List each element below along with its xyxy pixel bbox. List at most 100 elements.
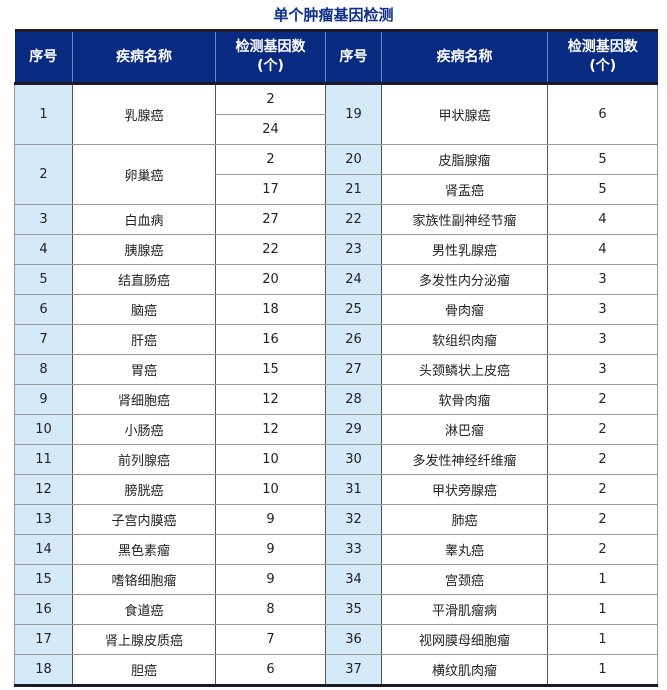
gene-count: 6 xyxy=(215,654,326,686)
table-row: 8 胃癌 15 27 头颈鳞状上皮癌 3 xyxy=(14,354,658,385)
row-index: 27 xyxy=(325,354,382,385)
gene-count: 4 xyxy=(547,234,658,265)
row-index: 9 xyxy=(14,384,73,415)
row-index: 20 xyxy=(325,144,382,175)
disease-name: 胆癌 xyxy=(72,654,216,686)
header-gene-count: 检测基因数 (个) xyxy=(215,30,326,85)
table-row: 14 黑色素瘤 9 33 睾丸癌 2 xyxy=(14,534,658,565)
row-index: 29 xyxy=(325,414,382,445)
disease-name: 肾上腺皮质癌 xyxy=(72,624,216,655)
gene-count: 1 xyxy=(547,654,658,686)
row-index: 11 xyxy=(14,444,73,475)
gene-test-table: 序号 疾病名称 检测基因数 (个) 序号 疾病名称 检测基因数 (个) 1 乳腺癌… xyxy=(14,29,658,687)
header-gene-count: 检测基因数 (个) xyxy=(547,30,658,85)
row-index: 3 xyxy=(14,204,73,235)
gene-count: 20 xyxy=(215,264,326,295)
header-index: 序号 xyxy=(325,30,382,85)
disease-name: 软组织肉瘤 xyxy=(381,324,548,355)
disease-name: 皮脂腺瘤 xyxy=(381,144,548,175)
gene-count: 1 xyxy=(547,594,658,625)
gene-count: 4 xyxy=(547,204,658,235)
gene-count: 16 xyxy=(215,324,326,355)
disease-name: 胃癌 xyxy=(72,354,216,385)
disease-name: 平滑肌瘤病 xyxy=(381,594,548,625)
gene-count: 1 xyxy=(547,624,658,655)
gene-count: 5 xyxy=(547,174,658,205)
row-index: 34 xyxy=(325,564,382,595)
row-index: 31 xyxy=(325,474,382,505)
table-row: 5 结直肠癌 20 24 多发性内分泌瘤 3 xyxy=(14,264,658,295)
disease-name: 家族性副神经节瘤 xyxy=(381,204,548,235)
row-index: 33 xyxy=(325,534,382,565)
row-index: 25 xyxy=(325,294,382,325)
row-index: 17 xyxy=(14,624,73,655)
gene-count: 2 xyxy=(547,504,658,535)
row-index: 23 xyxy=(325,234,382,265)
table-row: 7 肝癌 16 26 软组织肉瘤 3 xyxy=(14,324,658,355)
row-index: 5 xyxy=(14,264,73,295)
gene-count: 2 xyxy=(547,474,658,505)
disease-name: 肾细胞癌 xyxy=(72,384,216,415)
row-index: 2 xyxy=(14,144,73,205)
header-row: 序号 疾病名称 检测基因数 (个) 序号 疾病名称 检测基因数 (个) xyxy=(14,30,658,85)
table-row: 1 乳腺癌 2 19 甲状腺癌 6 xyxy=(14,83,658,145)
disease-name: 乳腺癌 xyxy=(72,83,216,145)
gene-count: 2 xyxy=(215,83,326,115)
disease-name: 前列腺癌 xyxy=(72,444,216,475)
row-index: 18 xyxy=(14,654,73,686)
disease-name: 肝癌 xyxy=(72,324,216,355)
disease-name: 食道癌 xyxy=(72,594,216,625)
disease-name: 多发性内分泌瘤 xyxy=(381,264,548,295)
gene-count: 17 xyxy=(215,174,326,205)
row-index: 1 xyxy=(14,83,73,145)
gene-count: 12 xyxy=(215,414,326,445)
gene-count: 3 xyxy=(547,324,658,355)
gene-count: 2 xyxy=(547,444,658,475)
disease-name: 小肠癌 xyxy=(72,414,216,445)
row-index: 6 xyxy=(14,294,73,325)
disease-name: 嗜铬细胞瘤 xyxy=(72,564,216,595)
row-index: 13 xyxy=(14,504,73,535)
disease-name: 肾盂癌 xyxy=(381,174,548,205)
disease-name: 横纹肌肉瘤 xyxy=(381,654,548,686)
gene-count: 22 xyxy=(215,234,326,265)
gene-count: 8 xyxy=(215,594,326,625)
row-index: 8 xyxy=(14,354,73,385)
gene-count: 9 xyxy=(215,504,326,535)
disease-name: 多发性神经纤维瘤 xyxy=(381,444,548,475)
table-row: 18 胆癌 6 37 横纹肌肉瘤 1 xyxy=(14,654,658,686)
disease-name: 甲状腺癌 xyxy=(381,83,548,145)
gene-count: 10 xyxy=(215,444,326,475)
gene-count: 3 xyxy=(547,264,658,295)
row-index: 36 xyxy=(325,624,382,655)
row-index: 35 xyxy=(325,594,382,625)
gene-count: 3 xyxy=(547,294,658,325)
table-row: 17 21 肾盂癌 5 xyxy=(15,174,658,205)
gene-count: 2 xyxy=(547,414,658,445)
gene-count: 2 xyxy=(547,384,658,415)
header-disease: 疾病名称 xyxy=(72,30,216,85)
gene-count: 10 xyxy=(215,474,326,505)
row-index: 4 xyxy=(14,234,73,265)
disease-name: 膀胱癌 xyxy=(72,474,216,505)
disease-name: 男性乳腺癌 xyxy=(381,234,548,265)
gene-count: 3 xyxy=(547,354,658,385)
header-disease: 疾病名称 xyxy=(381,30,548,85)
gene-count: 9 xyxy=(215,534,326,565)
row-index: 15 xyxy=(14,564,73,595)
disease-name: 睾丸癌 xyxy=(381,534,548,565)
disease-name: 脑癌 xyxy=(72,294,216,325)
gene-count: 7 xyxy=(215,624,326,655)
disease-name: 软骨肉瘤 xyxy=(381,384,548,415)
row-index: 10 xyxy=(14,414,73,445)
table-row: 3 白血病 27 22 家族性副神经节瘤 4 xyxy=(14,204,658,235)
page-title: 单个肿瘤基因检测 xyxy=(273,6,394,24)
table-row: 2 卵巢癌 2 20 皮脂腺瘤 5 xyxy=(14,144,658,205)
row-index: 22 xyxy=(325,204,382,235)
gene-count: 18 xyxy=(215,294,326,325)
disease-name: 骨肉瘤 xyxy=(381,294,548,325)
table-row: 24 xyxy=(15,114,658,145)
disease-name: 子宫内膜癌 xyxy=(72,504,216,535)
row-index: 24 xyxy=(325,264,382,295)
table-row: 15 嗜铬细胞瘤 9 34 宫颈癌 1 xyxy=(14,564,658,595)
